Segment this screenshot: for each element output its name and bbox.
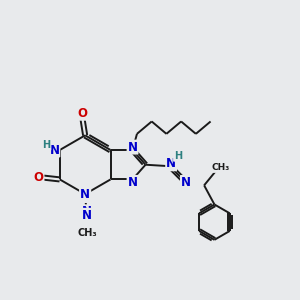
Text: N: N: [80, 188, 90, 201]
Text: H: H: [174, 151, 182, 161]
Text: N: N: [82, 205, 92, 218]
Text: O: O: [34, 171, 44, 184]
Text: N: N: [166, 157, 176, 170]
Text: N: N: [128, 141, 138, 154]
Text: N: N: [82, 209, 92, 222]
Text: N: N: [181, 176, 191, 189]
Text: O: O: [77, 107, 87, 120]
Text: N: N: [50, 143, 59, 157]
Text: N: N: [82, 209, 92, 222]
Text: N: N: [128, 176, 138, 189]
Text: N: N: [80, 189, 90, 202]
Text: CH₃: CH₃: [212, 163, 230, 172]
Text: H: H: [42, 140, 50, 150]
Text: CH₃: CH₃: [77, 228, 97, 238]
